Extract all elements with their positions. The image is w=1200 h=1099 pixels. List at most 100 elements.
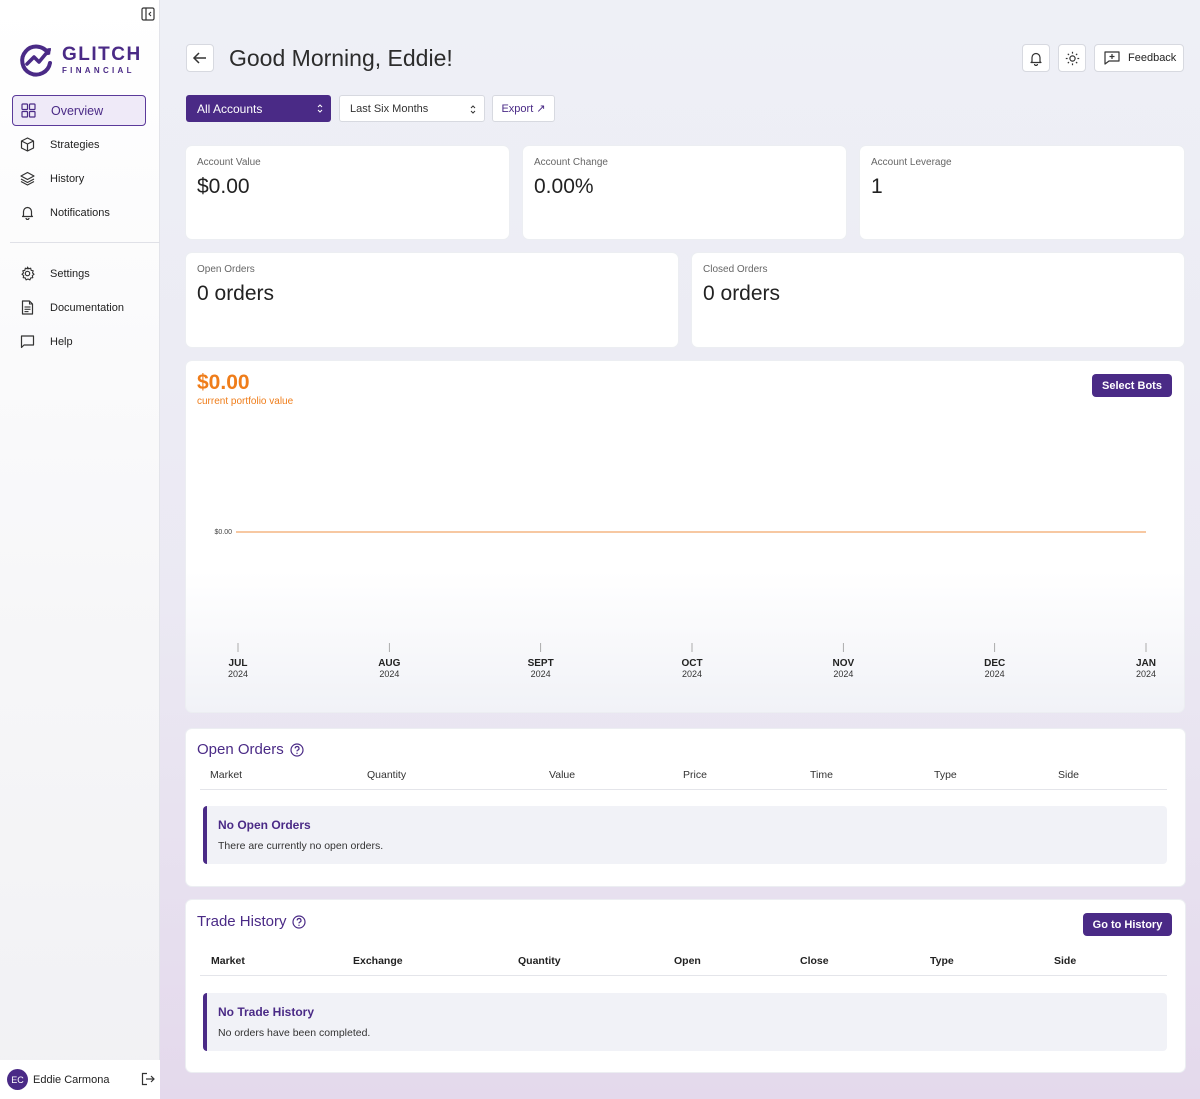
table-header-divider xyxy=(200,975,1167,976)
logo-icon xyxy=(20,44,52,77)
column-header: Side xyxy=(1054,955,1077,967)
chat-icon xyxy=(20,334,36,350)
column-header: Market xyxy=(211,955,245,967)
stat-label: Account Value xyxy=(197,157,261,168)
table-header-divider xyxy=(200,789,1167,790)
bell-icon xyxy=(1030,52,1042,66)
sidebar-collapse-icon[interactable] xyxy=(141,7,155,21)
open-orders-panel: Open Orders Market Quantity Value Price … xyxy=(186,729,1185,886)
theme-toggle-button[interactable] xyxy=(1058,44,1086,72)
stat-label: Open Orders xyxy=(197,264,255,275)
column-header: Open xyxy=(674,955,701,967)
sidebar-item-label: Settings xyxy=(50,267,90,280)
select-bots-button[interactable]: Select Bots xyxy=(1092,374,1172,397)
x-tick-label-year: 2024 xyxy=(1136,669,1156,679)
accounts-select[interactable]: All Accounts xyxy=(186,95,331,122)
trade-history-title: Trade History xyxy=(197,913,287,930)
x-tick-label-month: NOV xyxy=(832,658,854,669)
open-orders-card: Open Orders 0 orders xyxy=(186,253,678,347)
sun-icon xyxy=(1065,51,1079,65)
column-header: Market xyxy=(210,769,243,781)
go-to-history-button[interactable]: Go to History xyxy=(1083,913,1172,936)
feedback-label: Feedback xyxy=(1128,52,1177,64)
trade-history-title-row: Trade History xyxy=(197,913,307,930)
stat-label: Closed Orders xyxy=(703,264,768,275)
open-orders-title: Open Orders xyxy=(197,741,284,758)
logout-icon[interactable] xyxy=(141,1072,155,1086)
sidebar-item-label: Documentation xyxy=(50,301,124,314)
column-header: Close xyxy=(800,955,829,967)
trade-history-empty-state: No Trade History No orders have been com… xyxy=(203,993,1167,1051)
sidebar-item-notifications[interactable]: Notifications xyxy=(12,197,146,228)
export-button[interactable]: Export ↗ xyxy=(492,95,555,122)
page-title: Good Morning, Eddie! xyxy=(229,45,453,71)
sidebar-primary-nav: Overview Strategies History Notification… xyxy=(12,95,146,231)
feedback-button[interactable]: Feedback xyxy=(1094,44,1184,72)
x-tick-label-month: JUL xyxy=(229,658,248,669)
open-orders-title-row: Open Orders xyxy=(197,741,304,758)
help-circle-icon[interactable] xyxy=(292,914,307,929)
column-header: Quantity xyxy=(518,955,561,967)
x-tick-label-month: OCT xyxy=(681,658,702,669)
notifications-button[interactable] xyxy=(1022,44,1050,72)
chevron-updown-icon xyxy=(470,105,476,114)
sidebar: GLITCH FINANCIAL Overview Strategies His… xyxy=(0,0,160,1099)
sidebar-divider xyxy=(10,242,160,243)
sidebar-item-label: Notifications xyxy=(50,206,110,219)
user-profile[interactable]: EC Eddie Carmona xyxy=(0,1060,160,1099)
layers-icon xyxy=(20,171,36,187)
column-header: Price xyxy=(683,769,707,781)
help-circle-icon[interactable] xyxy=(290,742,304,757)
column-header: Type xyxy=(934,769,957,781)
portfolio-value-label: current portfolio value xyxy=(197,396,294,407)
sidebar-secondary-nav: Settings Documentation Help xyxy=(12,258,146,360)
cube-icon xyxy=(20,136,36,153)
brand-logo[interactable]: GLITCH FINANCIAL xyxy=(18,40,143,80)
user-name: Eddie Carmona xyxy=(33,1073,110,1086)
column-header: Exchange xyxy=(353,955,403,967)
x-tick-label-year: 2024 xyxy=(985,669,1005,679)
go-to-history-label: Go to History xyxy=(1092,918,1163,931)
stat-value: 0.00% xyxy=(534,175,594,198)
open-orders-empty-state: No Open Orders There are currently no op… xyxy=(203,806,1167,864)
x-tick-label-month: SEPT xyxy=(528,658,554,669)
date-range-select-value: Last Six Months xyxy=(350,102,429,115)
bell-icon xyxy=(20,205,36,221)
stat-label: Account Leverage xyxy=(871,157,952,168)
stat-value: 1 xyxy=(871,175,883,198)
sidebar-item-documentation[interactable]: Documentation xyxy=(12,292,146,323)
account-leverage-card: Account Leverage 1 xyxy=(860,146,1184,239)
portfolio-line-chart: $0.00JUL2024AUG2024SEPT2024OCT2024NOV202… xyxy=(214,529,1156,679)
column-header: Quantity xyxy=(367,769,407,781)
back-button[interactable] xyxy=(186,44,214,72)
trade-history-panel: Trade History Go to History Market Excha… xyxy=(186,900,1185,1072)
empty-state-title: No Trade History xyxy=(218,1005,315,1019)
column-header: Type xyxy=(930,955,954,967)
account-change-card: Account Change 0.00% xyxy=(523,146,846,239)
sidebar-item-label: History xyxy=(50,172,85,185)
sidebar-item-label: Overview xyxy=(51,103,104,118)
date-range-select[interactable]: Last Six Months xyxy=(339,95,485,122)
closed-orders-card: Closed Orders 0 orders xyxy=(692,253,1184,347)
empty-state-message: There are currently no open orders. xyxy=(218,840,384,852)
sidebar-item-overview[interactable]: Overview xyxy=(12,95,146,126)
accounts-select-value: All Accounts xyxy=(197,101,263,116)
chevron-updown-icon xyxy=(317,104,323,113)
stat-label: Account Change xyxy=(534,157,608,168)
empty-state-title: No Open Orders xyxy=(218,818,311,832)
avatar: EC xyxy=(7,1069,28,1090)
column-header: Time xyxy=(810,769,833,781)
sidebar-item-settings[interactable]: Settings xyxy=(12,258,146,289)
sidebar-item-label: Help xyxy=(50,335,73,348)
x-tick-label-month: JAN xyxy=(1136,658,1156,669)
sidebar-item-history[interactable]: History xyxy=(12,163,146,194)
portfolio-chart-card: $0.00 current portfolio value Select Bot… xyxy=(186,361,1184,712)
account-value-card: Account Value $0.00 xyxy=(186,146,509,239)
export-label: Export ↗ xyxy=(501,103,546,115)
x-tick-label-year: 2024 xyxy=(379,669,399,679)
sidebar-item-help[interactable]: Help xyxy=(12,326,146,357)
portfolio-value: $0.00 xyxy=(197,371,250,394)
brand-word: GLITCH xyxy=(62,44,142,65)
arrow-left-icon xyxy=(192,52,206,64)
sidebar-item-strategies[interactable]: Strategies xyxy=(12,129,146,160)
